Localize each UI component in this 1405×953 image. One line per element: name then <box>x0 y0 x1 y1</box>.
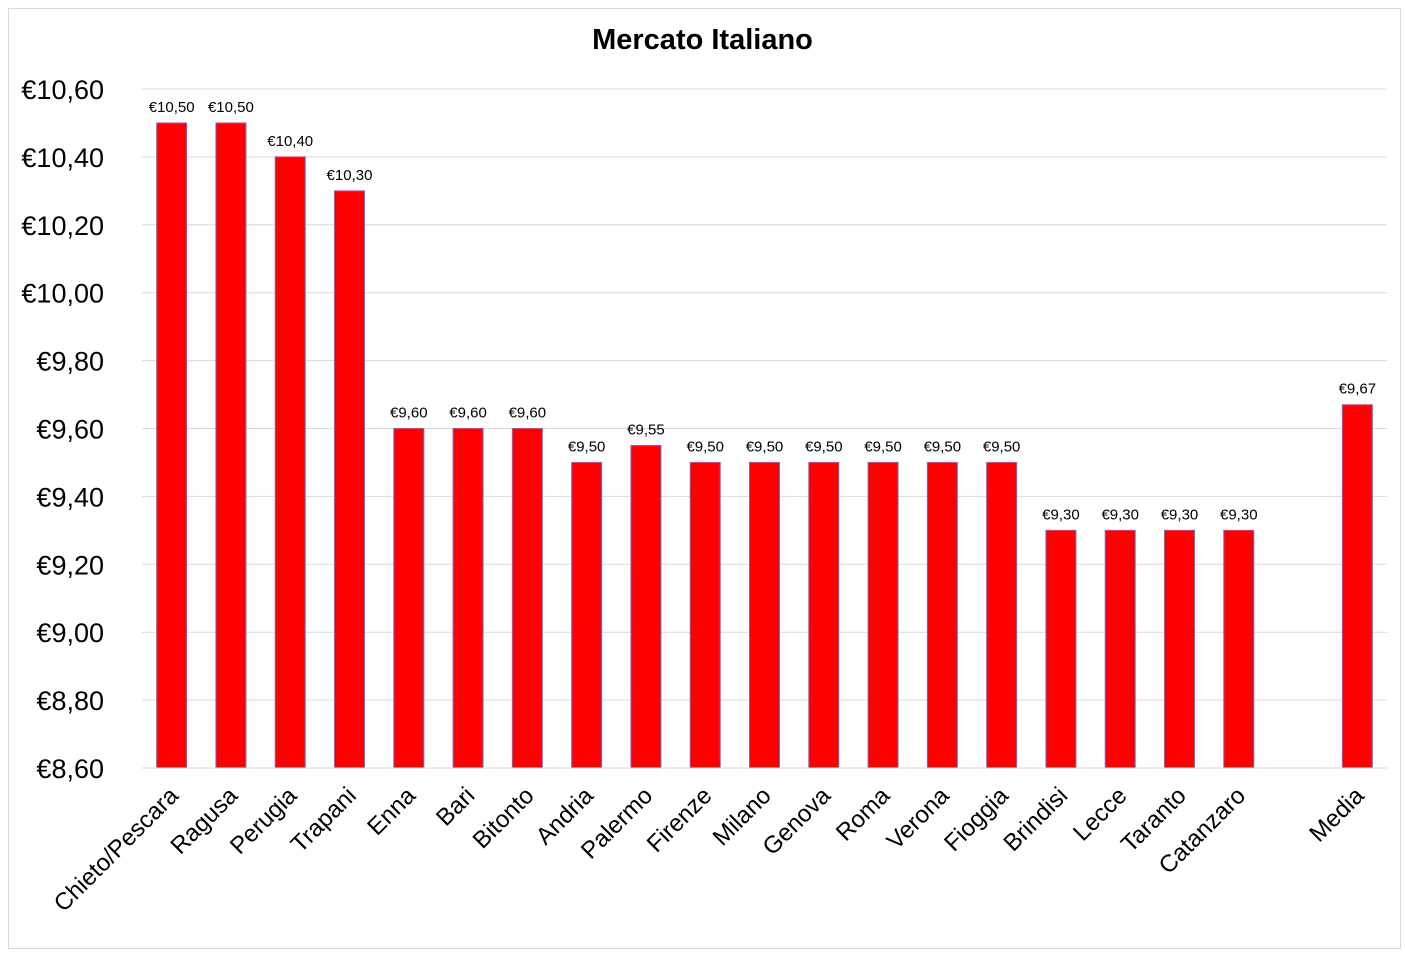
y-tick-label: €9,60 <box>36 415 104 445</box>
y-tick-label: €9,40 <box>36 482 104 512</box>
y-tick-label: €8,60 <box>36 754 104 784</box>
bar <box>926 461 958 769</box>
y-tick-label: €9,20 <box>36 550 104 580</box>
y-tick-label: €9,00 <box>36 618 104 648</box>
x-tick-label: Enna <box>362 782 421 841</box>
bar <box>1045 529 1077 769</box>
bar <box>986 461 1018 769</box>
bar <box>1104 529 1136 769</box>
data-label: €9,60 <box>449 405 487 422</box>
bar <box>689 461 721 769</box>
bar <box>156 122 188 769</box>
y-tick-label: €10,40 <box>21 143 104 173</box>
bar <box>630 444 662 769</box>
data-label: €10,40 <box>267 133 313 150</box>
data-label: €9,60 <box>509 405 547 422</box>
data-label: €10,30 <box>327 167 373 184</box>
bar <box>1341 404 1373 769</box>
x-tick-label: Brindisi <box>998 782 1073 857</box>
x-tick-label: Trapani <box>286 782 362 858</box>
bar <box>1164 529 1195 769</box>
y-tick-label: €10,00 <box>21 279 104 309</box>
bar <box>1223 529 1255 769</box>
x-tick-label: Firenze <box>642 782 718 858</box>
data-label: €9,55 <box>627 421 665 438</box>
bar <box>808 461 840 769</box>
chart-title: Mercato Italiano <box>592 24 813 56</box>
y-tick-label: €9,80 <box>36 347 104 377</box>
data-label: €9,67 <box>1339 381 1377 398</box>
data-label: €9,50 <box>805 438 843 455</box>
data-label: €9,50 <box>924 438 962 455</box>
bar <box>867 461 899 769</box>
data-label: €9,50 <box>568 438 606 455</box>
x-tick-label: Media <box>1304 782 1370 848</box>
data-label: €10,50 <box>208 99 254 116</box>
y-tick-label: €10,60 <box>21 75 104 105</box>
bar <box>274 156 306 769</box>
x-tick-label: Perugia <box>225 782 303 860</box>
y-tick-label: €8,80 <box>36 686 104 716</box>
data-label: €9,50 <box>864 438 902 455</box>
x-tick-label: Bitonto <box>468 782 540 854</box>
x-tick-label: Genova <box>757 782 836 861</box>
data-label: €9,30 <box>1161 506 1199 523</box>
data-label: €9,30 <box>1042 506 1080 523</box>
data-label: €10,50 <box>149 99 195 116</box>
bar <box>452 428 484 769</box>
bar <box>749 461 780 769</box>
bar <box>334 190 365 769</box>
bar <box>215 122 247 769</box>
x-tick-label: Fioggia <box>939 782 1014 857</box>
data-label: €9,60 <box>390 405 428 422</box>
x-tick-label: Chieto/Pescara <box>49 782 185 918</box>
data-label: €9,50 <box>686 438 724 455</box>
bar <box>511 428 543 769</box>
data-label: €9,50 <box>746 438 784 455</box>
data-label: €9,50 <box>983 438 1021 455</box>
data-label: €9,30 <box>1220 506 1258 523</box>
x-tick-label: Bari <box>431 782 480 831</box>
y-tick-label: €10,20 <box>21 211 104 241</box>
bar <box>393 428 425 769</box>
data-label: €9,30 <box>1101 506 1139 523</box>
bar <box>571 461 603 769</box>
